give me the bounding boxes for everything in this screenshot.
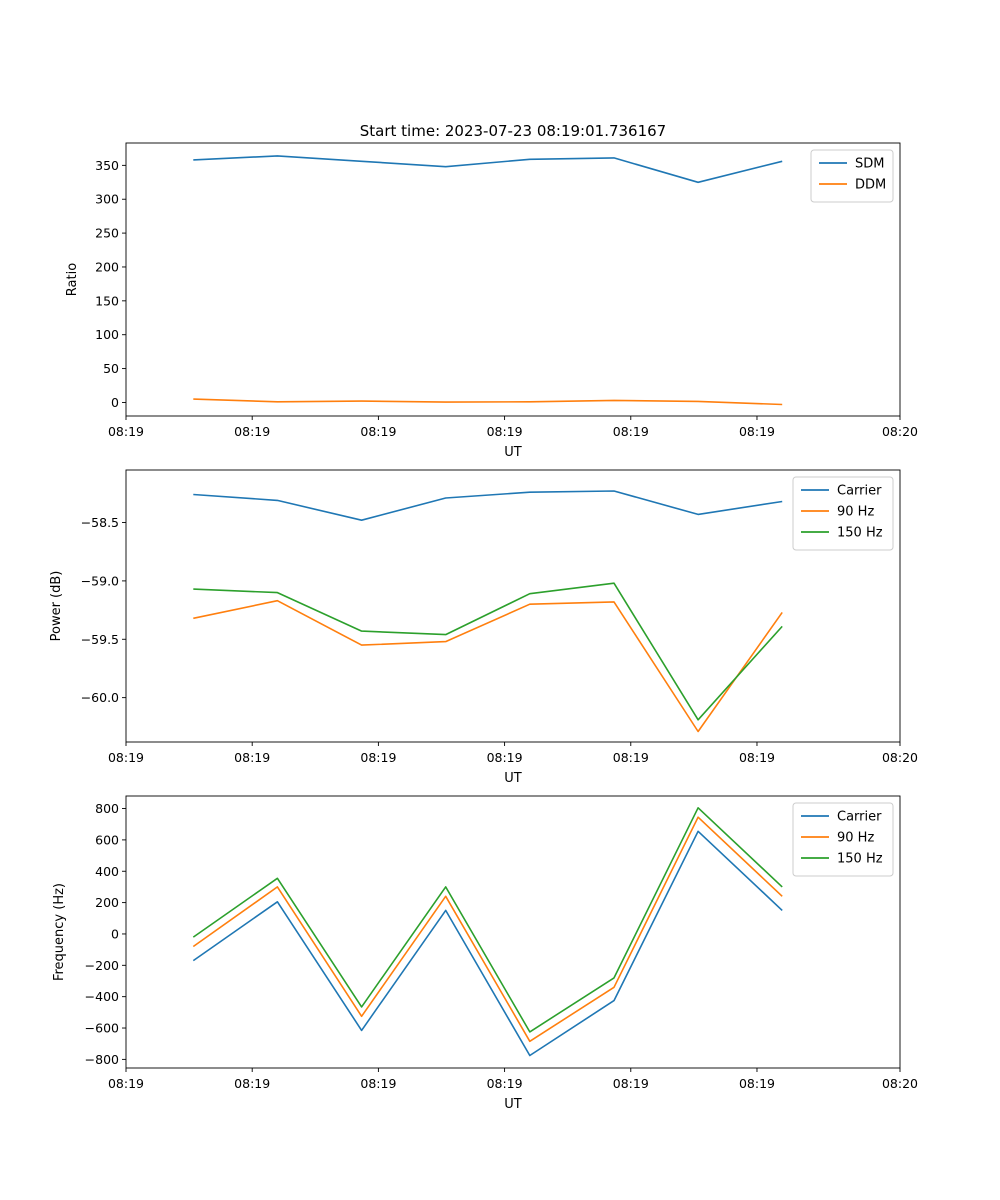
y-tick-label: −200 [85, 958, 119, 973]
x-tick-label: 08:19 [108, 1076, 144, 1091]
x-tick-label: 08:19 [360, 750, 396, 765]
y-tick-label: 400 [95, 864, 119, 879]
y-axis-label: Frequency (Hz) [52, 883, 67, 981]
y-tick-label: 50 [103, 361, 119, 376]
x-axis-label: UT [504, 1097, 522, 1112]
series-line-sdm [193, 155, 783, 184]
x-tick-label: 08:19 [360, 424, 396, 439]
x-tick-label: 08:19 [739, 750, 775, 765]
x-axis-label: UT [504, 771, 522, 786]
y-tick-label: 200 [95, 895, 119, 910]
series-line-150-hz [192, 806, 783, 1033]
y-tick-label: 0 [111, 395, 119, 410]
legend: SDM DDM [810, 149, 894, 203]
y-tick-label: 0 [111, 926, 119, 941]
y-tick-label: 300 [95, 192, 119, 207]
y-tick-label: 600 [95, 832, 119, 847]
y-tick-label: −58.5 [81, 515, 119, 530]
series-line-carrier [192, 830, 783, 1057]
legend-label: 150 Hz [837, 852, 883, 867]
legend-label: Carrier [837, 484, 882, 499]
series-line-ddm [193, 398, 783, 406]
y-tick-label: 800 [95, 801, 119, 816]
x-tick-label: 08:20 [882, 750, 918, 765]
legend-label: 90 Hz [837, 831, 874, 846]
x-tick-label: 08:19 [613, 424, 649, 439]
x-tick-label: 08:19 [487, 424, 523, 439]
legend-label: SDM [855, 157, 884, 172]
x-tick-label: 08:19 [234, 750, 270, 765]
y-axis-label: Ratio [65, 263, 80, 296]
y-tick-label: −60.0 [81, 690, 119, 705]
y-tick-label: −59.0 [81, 573, 119, 588]
y-tick-label: 100 [95, 327, 119, 342]
x-tick-label: 08:19 [739, 424, 775, 439]
axes-frame [125, 795, 901, 1069]
x-tick-label: 08:19 [360, 1076, 396, 1091]
x-tick-label: 08:19 [487, 1076, 523, 1091]
y-tick-label: 350 [95, 158, 119, 173]
axes-frame [125, 469, 901, 743]
legend-label: 90 Hz [837, 505, 874, 520]
series-line-90-hz [192, 816, 783, 1043]
legend: Carrier 90 Hz 150 Hz [792, 802, 894, 877]
x-tick-label: 08:19 [487, 750, 523, 765]
y-tick-label: 250 [95, 226, 119, 241]
x-tick-label: 08:19 [108, 750, 144, 765]
y-axis-label: Power (dB) [49, 571, 64, 642]
x-tick-label: 08:19 [739, 1076, 775, 1091]
y-tick-label: −59.5 [81, 632, 119, 647]
y-tick-label: −600 [85, 1021, 119, 1036]
y-tick-label: 150 [95, 293, 119, 308]
subplot-1: 0 50 100 150 200 250 300 350 08:19 08:19 08:19 08:1… [65, 142, 918, 460]
x-tick-label: 08:19 [613, 1076, 649, 1091]
y-tick-label: 200 [95, 259, 119, 274]
legend: Carrier 90 Hz 150 Hz [792, 476, 894, 551]
x-tick-label: 08:20 [882, 1076, 918, 1091]
x-tick-label: 08:20 [882, 424, 918, 439]
x-tick-label: 08:19 [234, 1076, 270, 1091]
subplot-2: −60.0 −59.5 −59.0 −58.5 08:19 08:19 08:19 08:19… [49, 469, 918, 786]
axes-frame [125, 142, 901, 417]
legend-label: DDM [855, 178, 886, 193]
y-tick-label: −800 [85, 1052, 119, 1067]
legend-label: 150 Hz [837, 526, 883, 541]
x-tick-label: 08:19 [613, 750, 649, 765]
x-axis-label: UT [504, 445, 522, 460]
x-tick-label: 08:19 [108, 424, 144, 439]
legend-label: Carrier [837, 810, 882, 825]
subplot-3: −800 −600 −400 −200 0 200 400 600 800 08:19 08:19 0… [52, 795, 918, 1112]
series-line-carrier [193, 490, 783, 522]
series-line-90-hz [193, 599, 783, 733]
x-tick-label: 08:19 [234, 424, 270, 439]
series-line-150-hz [193, 582, 783, 721]
chart-title: Start time: 2023-07-23 08:19:01.736167 [360, 122, 666, 140]
y-tick-label: −400 [85, 989, 119, 1004]
